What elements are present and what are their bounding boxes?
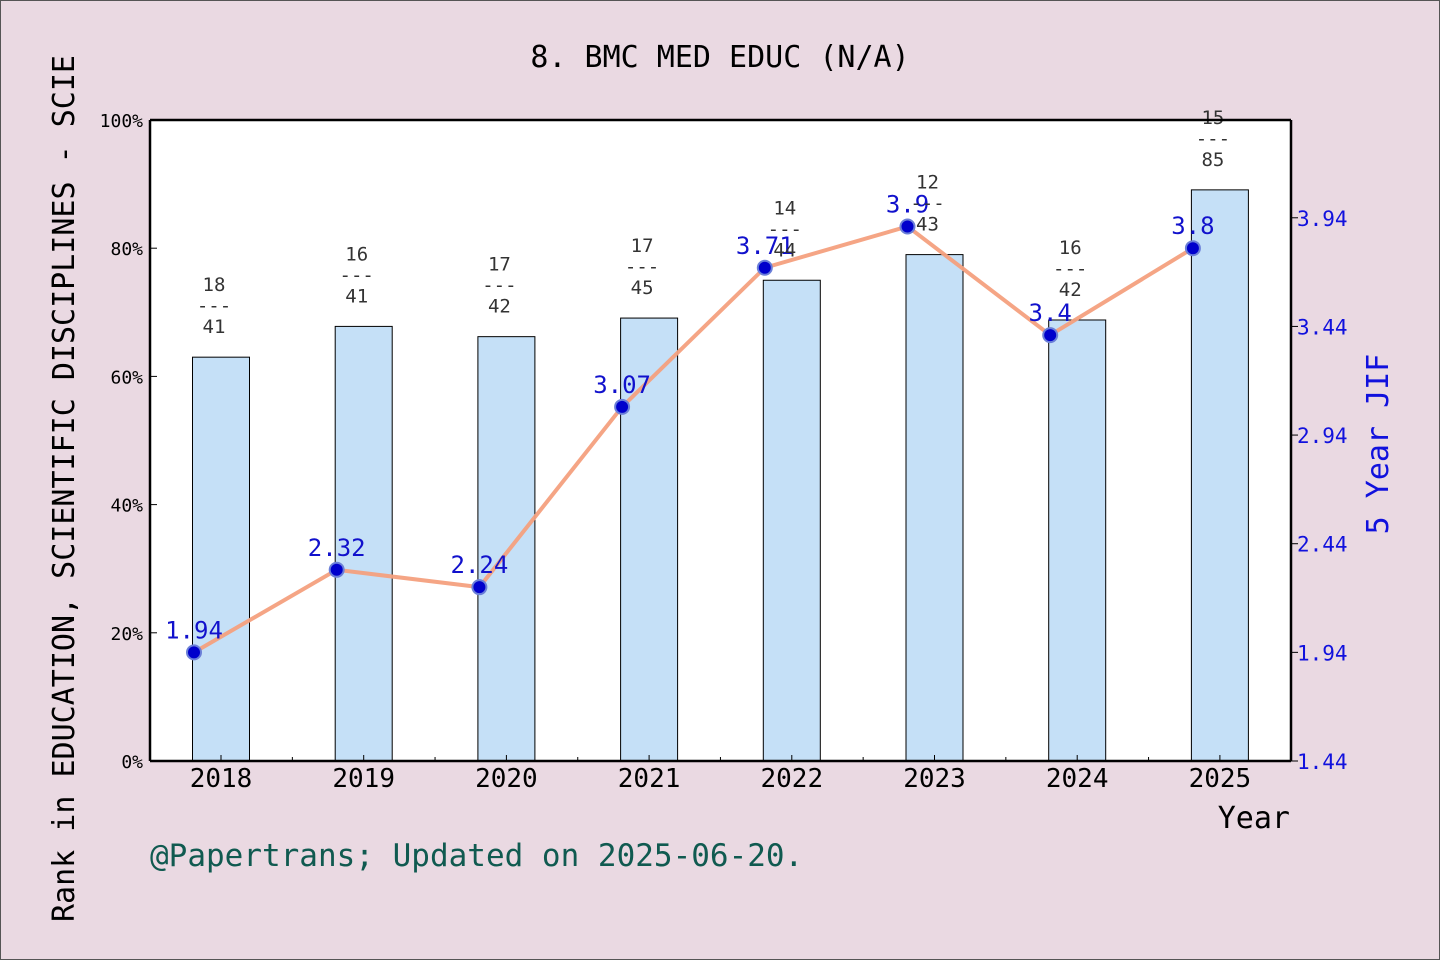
chart-title: 8. BMC MED EDUC (N/A) <box>530 40 909 75</box>
rank-label-2021: 17 <box>631 235 654 257</box>
x-tick-label-2023: 2023 <box>903 764 966 794</box>
y-axis-label: Rank in EDUCATION, SCIENTIFIC DISCIPLINE… <box>47 55 82 922</box>
jif-label-2018: 1.94 <box>165 616 223 644</box>
rank-total-2023: 43 <box>916 214 939 236</box>
x-tick-label-2021: 2021 <box>618 764 681 794</box>
y2-tick-label: 2.44 <box>1297 533 1348 557</box>
y-tick-label: 60% <box>110 367 143 388</box>
footer-note: @Papertrans; Updated on 2025-06-20. <box>150 838 803 874</box>
rank-total-2020: 42 <box>488 296 511 318</box>
jif-point-2025 <box>1184 240 1201 257</box>
jif-point-2020 <box>471 579 488 596</box>
jif-point-2018 <box>186 644 202 661</box>
jif-point-2019 <box>328 561 345 578</box>
x-tick-label-2019: 2019 <box>332 764 395 794</box>
y-tick-label: 80% <box>110 239 143 260</box>
rank-total-2018: 41 <box>203 316 226 338</box>
rank-separator-2024: --- <box>1053 258 1087 280</box>
rank-separator-2021: --- <box>625 256 659 278</box>
rank-separator-2022: --- <box>768 218 802 240</box>
jif-point-2022 <box>756 259 773 276</box>
rank-label-2019: 16 <box>345 243 368 265</box>
x-tick-label-2025: 2025 <box>1189 764 1252 794</box>
x-tick-label-2020: 2020 <box>475 764 538 794</box>
bar-2023 <box>905 254 964 762</box>
jif-point-2021 <box>614 398 631 415</box>
y2-tick-label: 1.44 <box>1297 750 1348 774</box>
jif-line <box>192 224 1194 655</box>
rank-separator-2019: --- <box>340 264 374 286</box>
bar-2025 <box>1190 189 1249 762</box>
y2-tick-label: 3.44 <box>1297 315 1348 339</box>
rank-label-2018: 18 <box>203 274 226 296</box>
rank-label-2023: 12 <box>916 172 939 194</box>
x-tick-label-2022: 2022 <box>760 764 823 794</box>
jif-label-2021: 3.07 <box>593 371 651 399</box>
bar-2021 <box>620 317 679 762</box>
jif-label-2019: 2.32 <box>308 534 366 562</box>
x-tick-label-2024: 2024 <box>1046 764 1109 794</box>
rank-label-2025: 15 <box>1201 107 1224 129</box>
jif-point-2024 <box>1042 327 1059 344</box>
bar-2020 <box>477 336 536 762</box>
bar-2019 <box>334 325 393 762</box>
jif-point-2023 <box>899 218 916 235</box>
y2-tick-label: 1.94 <box>1297 641 1348 665</box>
rank-total-2025: 85 <box>1201 149 1224 171</box>
x-tick-label-2018: 2018 <box>190 764 253 794</box>
rank-label-2020: 17 <box>488 254 511 276</box>
bar-2022 <box>762 279 821 762</box>
y2-axis-label: 5 Year JIF <box>1361 354 1396 535</box>
rank-total-2019: 41 <box>345 285 368 307</box>
jif-label-2020: 2.24 <box>451 551 509 579</box>
bar-2024 <box>1048 319 1107 762</box>
jif-label-2022: 3.71 <box>736 232 794 260</box>
rank-total-2022: 44 <box>773 239 796 261</box>
jif-label-2025: 3.8 <box>1171 212 1214 240</box>
plot-area <box>150 120 1291 761</box>
jif-label-2024: 3.4 <box>1029 299 1072 327</box>
rank-separator-2025: --- <box>1196 128 1230 150</box>
y-tick-label: 0% <box>121 752 143 773</box>
rank-total-2021: 45 <box>631 277 654 299</box>
bar-2018 <box>192 356 250 762</box>
y-tick-label: 40% <box>110 496 143 517</box>
rank-separator-2018: --- <box>197 295 231 317</box>
jif-label-2023: 3.9 <box>886 190 929 218</box>
y-tick-label: 100% <box>100 111 144 132</box>
y2-tick-label: 2.94 <box>1297 424 1348 448</box>
axes-frame <box>148 118 1293 763</box>
rank-label-2024: 16 <box>1059 237 1082 259</box>
y-tick-label: 20% <box>110 624 143 645</box>
rank-label-2022: 14 <box>773 197 796 219</box>
rank-separator-2023: --- <box>910 193 944 215</box>
y2-tick-label: 3.94 <box>1297 207 1348 231</box>
rank-total-2024: 42 <box>1059 279 1082 301</box>
x-axis-label: Year <box>1218 801 1290 836</box>
rank-separator-2020: --- <box>482 275 516 297</box>
